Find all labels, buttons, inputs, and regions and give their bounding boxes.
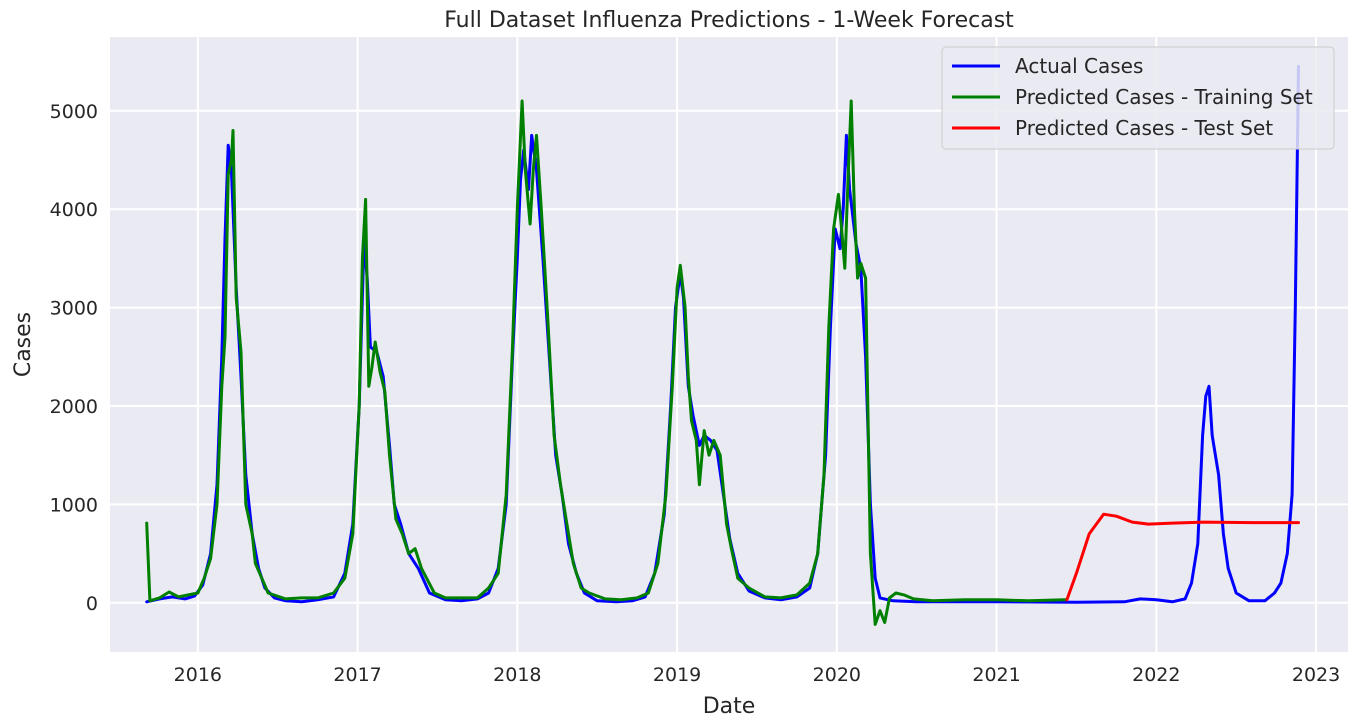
- tick-labels: 2016 2017 2018 2019 2020 2021 2022 2023 0 1000 200…: [50, 101, 1341, 686]
- y-tick-label-4000: 4000: [50, 199, 98, 221]
- x-tick-label-2020: 2020: [813, 664, 861, 686]
- x-tick-label-2022: 2022: [1132, 664, 1180, 686]
- x-tick-label-2018: 2018: [493, 664, 541, 686]
- series-line-3: [1065, 512, 1300, 602]
- y-tick-label-5000: 5000: [50, 101, 98, 123]
- series-line-2: [145, 99, 1067, 626]
- y-axis-label: Cases: [11, 312, 36, 377]
- legend-box: [941, 46, 1335, 150]
- x-tick-label-2019: 2019: [653, 664, 701, 686]
- chart-title: Full Dataset Influenza Predictions - 1-W…: [444, 8, 1014, 33]
- y-tick-label-0: 0: [86, 593, 98, 615]
- series-lines: [145, 65, 1300, 626]
- legend: Actual Cases Predicted Cases - Training S…: [941, 46, 1335, 150]
- legend-label-2: Predicted Cases - Training Set: [1015, 85, 1313, 109]
- y-tick-label-2000: 2000: [50, 396, 98, 418]
- legend-label-1: Actual Cases: [1015, 54, 1143, 78]
- y-tick-label-1000: 1000: [50, 494, 98, 516]
- legend-label-3: Predicted Cases - Test Set: [1015, 116, 1273, 140]
- x-tick-label-2016: 2016: [174, 664, 222, 686]
- x-axis-label: Date: [703, 694, 756, 719]
- y-tick-label-3000: 3000: [50, 298, 98, 320]
- x-tick-label-2017: 2017: [333, 664, 381, 686]
- x-tick-label-2023: 2023: [1292, 664, 1340, 686]
- x-tick-label-2021: 2021: [972, 664, 1020, 686]
